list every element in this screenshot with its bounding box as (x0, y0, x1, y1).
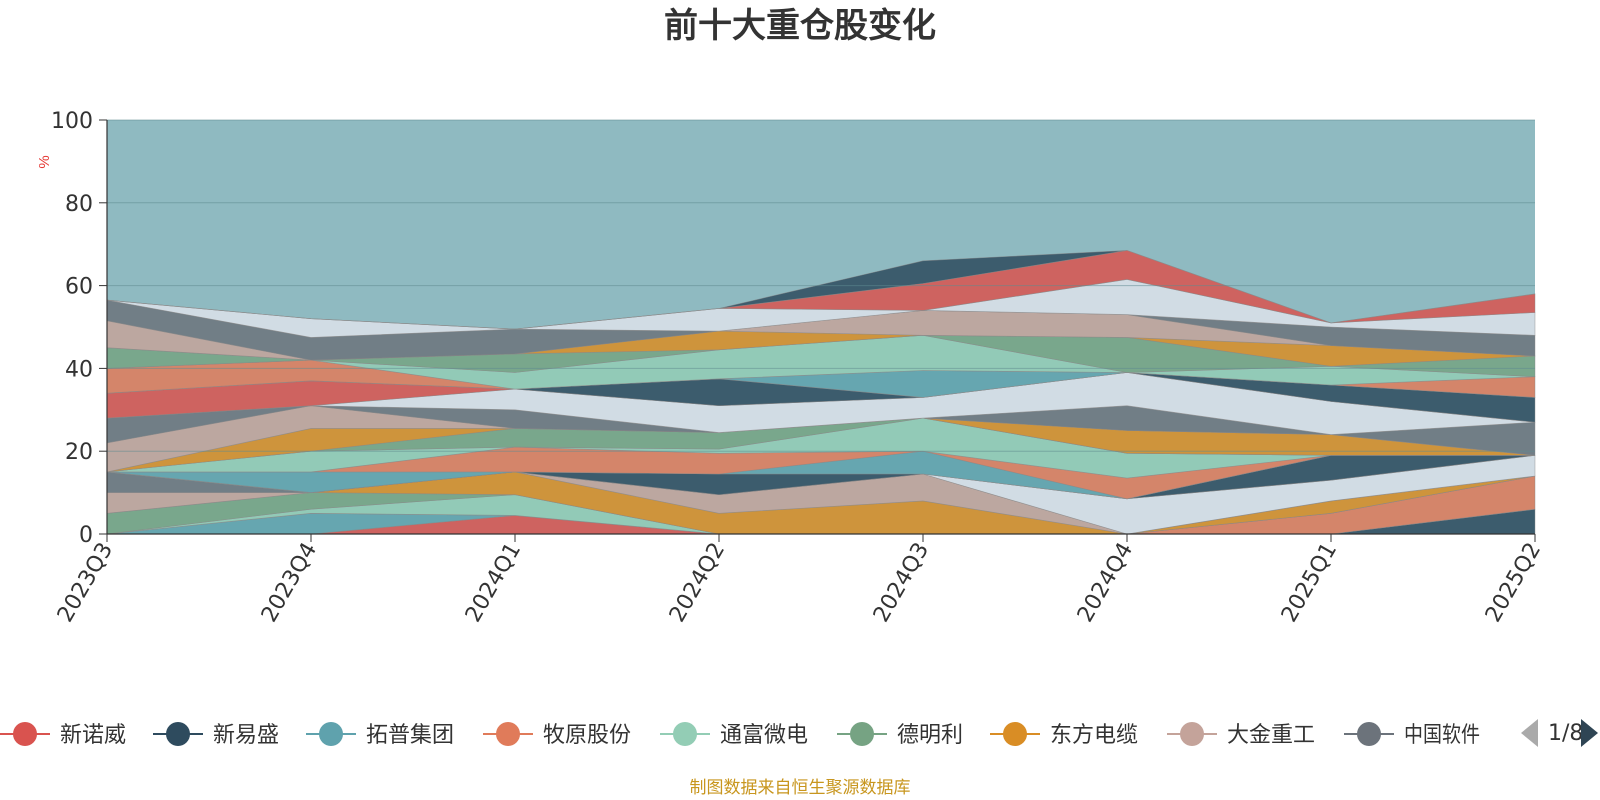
legend-marker (1357, 722, 1381, 746)
x-tick-label: 2024Q3 (869, 539, 934, 627)
legend-label: 拓普集团 (366, 723, 454, 748)
legend-item[interactable]: 新易盛 (153, 722, 279, 748)
x-tick-label: 2024Q1 (461, 539, 526, 627)
legend-label: 牧原股份 (543, 723, 631, 748)
legend-prev-page-icon[interactable] (1521, 719, 1538, 747)
legend-item[interactable]: 新诺威 (0, 722, 126, 748)
area-bands (106, 250, 1536, 535)
y-tick-label: 0 (79, 523, 93, 548)
legend-marker (496, 722, 520, 746)
legend-next-page-icon[interactable] (1581, 719, 1598, 747)
legend-label: 新易盛 (213, 723, 279, 748)
legend-label: 中国软件 (1404, 723, 1480, 748)
legend-label: 东方电缆 (1050, 723, 1138, 748)
legend-item[interactable]: 大金重工 (1167, 722, 1315, 748)
x-tick-label: 2025Q2 (1481, 539, 1546, 627)
y-tick-label: 20 (65, 440, 93, 465)
legend-label: 新诺威 (60, 723, 126, 748)
legend-marker (1003, 722, 1027, 746)
legend-page-indicator: 1/8 (1548, 721, 1583, 746)
legend-marker (850, 722, 874, 746)
x-tick-label: 2025Q1 (1277, 539, 1342, 627)
y-axis-unit-label: % (36, 155, 53, 168)
y-tick-label: 60 (65, 275, 93, 300)
x-tick-label: 2023Q4 (257, 539, 322, 627)
legend-marker (166, 722, 190, 746)
legend-marker (319, 722, 343, 746)
legend-label: 大金重工 (1227, 723, 1315, 748)
legend[interactable]: 新诺威 新易盛 拓普集团 牧原股份 通富微电 德明利 东方电缆 大金重工 中国软件 (0, 722, 1480, 748)
x-tick-label: 2024Q2 (665, 539, 730, 627)
legend-item[interactable]: 拓普集团 (306, 722, 454, 748)
y-tick-label: 80 (65, 192, 93, 217)
x-tick-label: 2024Q4 (1073, 539, 1138, 627)
legend-label: 德明利 (897, 723, 963, 748)
y-tick-label: 100 (51, 109, 93, 134)
legend-item[interactable]: 通富微电 (660, 722, 808, 748)
legend-item[interactable]: 东方电缆 (990, 722, 1138, 748)
legend-pager: 1/8 (1521, 719, 1598, 747)
legend-marker (13, 722, 37, 746)
legend-item[interactable]: 中国软件 (1344, 722, 1480, 748)
legend-item[interactable]: 牧原股份 (483, 722, 631, 748)
legend-marker (1180, 722, 1204, 746)
chart-title: 前十大重仓股变化 (664, 6, 936, 46)
x-tick-label: 2023Q3 (53, 539, 118, 627)
source-note: 制图数据来自恒生聚源数据库 (689, 778, 911, 798)
legend-item[interactable]: 德明利 (837, 722, 963, 748)
legend-marker (673, 722, 697, 746)
y-tick-label: 40 (65, 357, 93, 382)
grid-lines (107, 119, 1535, 452)
area-band (106, 250, 1536, 330)
legend-label: 通富微电 (720, 723, 808, 748)
